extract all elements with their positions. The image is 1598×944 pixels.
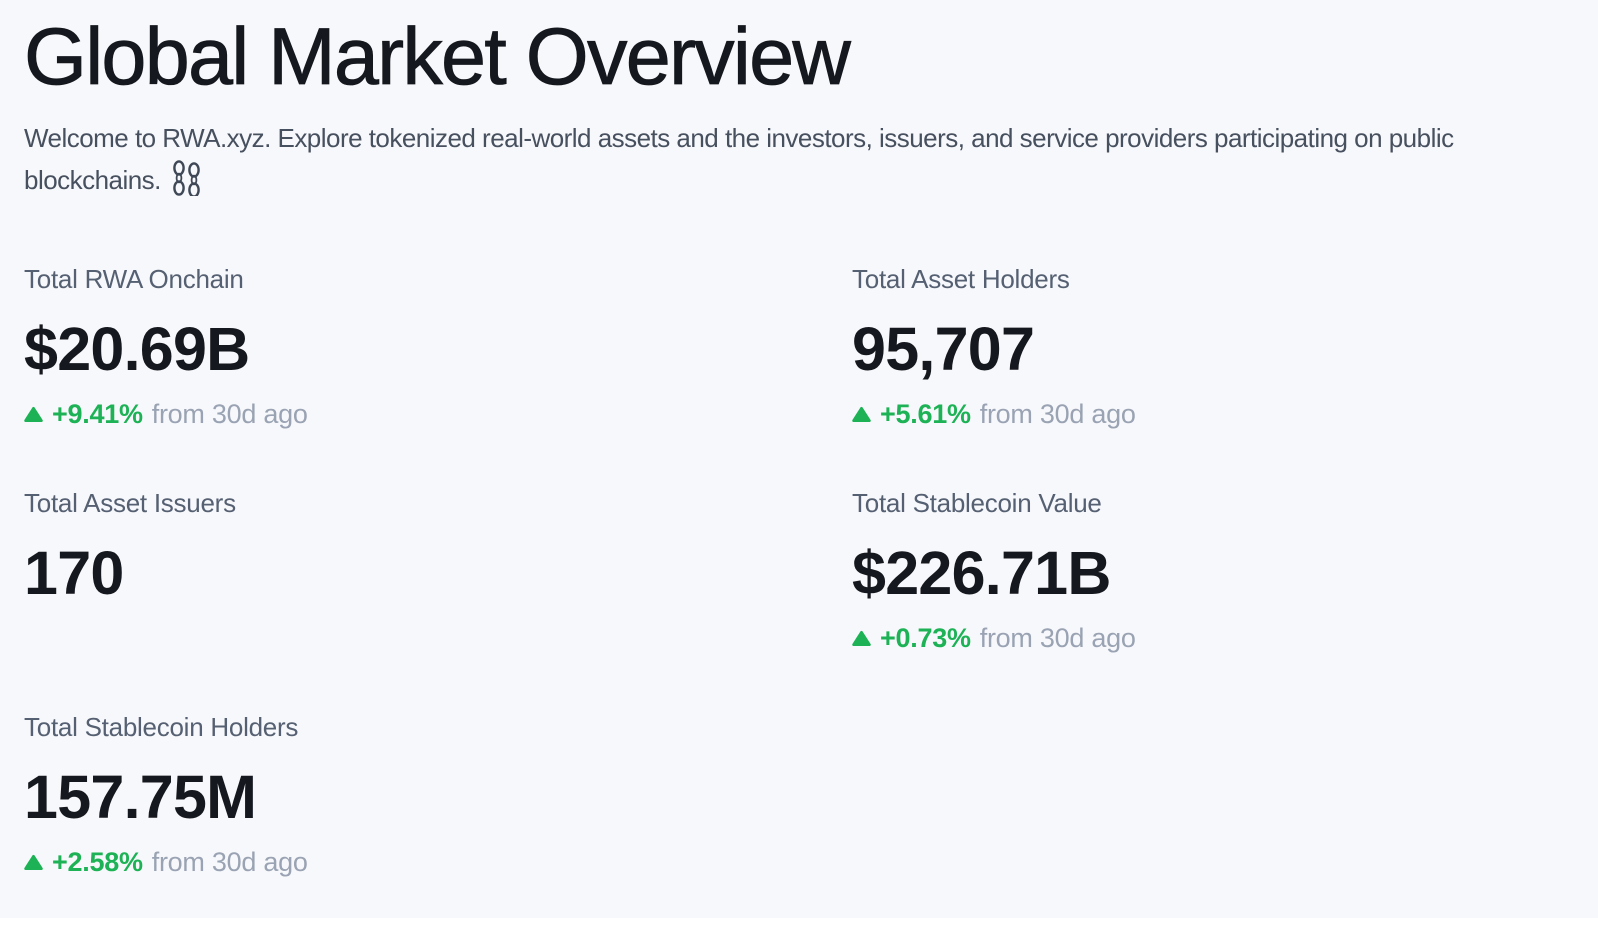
stats-grid: Total RWA Onchain $20.69B +9.41% from 30… bbox=[24, 263, 1574, 880]
up-triangle-icon bbox=[852, 407, 871, 423]
stat-card-total-asset-holders: Total Asset Holders 95,707 +5.61% from 3… bbox=[852, 263, 1574, 432]
stat-change-percent: +5.61% bbox=[880, 399, 971, 430]
chains-icon bbox=[169, 159, 203, 196]
stat-change: +0.73% from 30d ago bbox=[852, 622, 1574, 656]
stat-value: 157.75M bbox=[24, 762, 257, 831]
up-triangle-icon bbox=[24, 855, 43, 871]
stat-change-period: from 30d ago bbox=[151, 399, 308, 430]
stat-change: +2.58% from 30d ago bbox=[24, 846, 746, 880]
next-section-edge bbox=[0, 918, 1598, 944]
stat-change: +9.41% from 30d ago bbox=[24, 398, 746, 432]
stat-card-total-stablecoin-holders: Total Stablecoin Holders 157.75M +2.58% … bbox=[24, 711, 746, 880]
stat-value: $226.71B bbox=[852, 538, 1111, 607]
stat-value: 95,707 bbox=[852, 314, 1035, 383]
stat-value: 170 bbox=[24, 538, 124, 607]
up-triangle-icon bbox=[852, 631, 871, 647]
stat-label: Total Asset Holders bbox=[852, 263, 1070, 294]
page-title: Global Market Overview bbox=[24, 12, 852, 103]
stat-change-percent: +9.41% bbox=[52, 399, 143, 430]
stat-change-percent: +2.58% bbox=[52, 847, 143, 878]
stat-label: Total RWA Onchain bbox=[24, 263, 244, 294]
page-subtitle-text: Welcome to RWA.xyz. Explore tokenized re… bbox=[24, 122, 1454, 195]
up-triangle-icon bbox=[24, 407, 43, 423]
stat-change: +5.61% from 30d ago bbox=[852, 398, 1574, 432]
stat-change-period: from 30d ago bbox=[151, 847, 308, 878]
stat-change-period: from 30d ago bbox=[979, 399, 1136, 430]
stat-card-total-stablecoin-value: Total Stablecoin Value $226.71B +0.73% f… bbox=[852, 487, 1574, 656]
stat-label: Total Asset Issuers bbox=[24, 487, 236, 518]
stat-label: Total Stablecoin Value bbox=[852, 487, 1102, 518]
stat-card-total-rwa-onchain: Total RWA Onchain $20.69B +9.41% from 30… bbox=[24, 263, 746, 432]
stat-value: $20.69B bbox=[24, 314, 250, 383]
stat-card-total-asset-issuers: Total Asset Issuers 170 bbox=[24, 487, 746, 656]
stat-change-period: from 30d ago bbox=[979, 623, 1136, 654]
global-market-overview-page: Global Market Overview Welcome to RWA.xy… bbox=[24, 12, 1574, 880]
stat-label: Total Stablecoin Holders bbox=[24, 711, 299, 742]
page-subtitle: Welcome to RWA.xyz. Explore tokenized re… bbox=[24, 117, 1548, 201]
stat-change-percent: +0.73% bbox=[880, 623, 971, 654]
